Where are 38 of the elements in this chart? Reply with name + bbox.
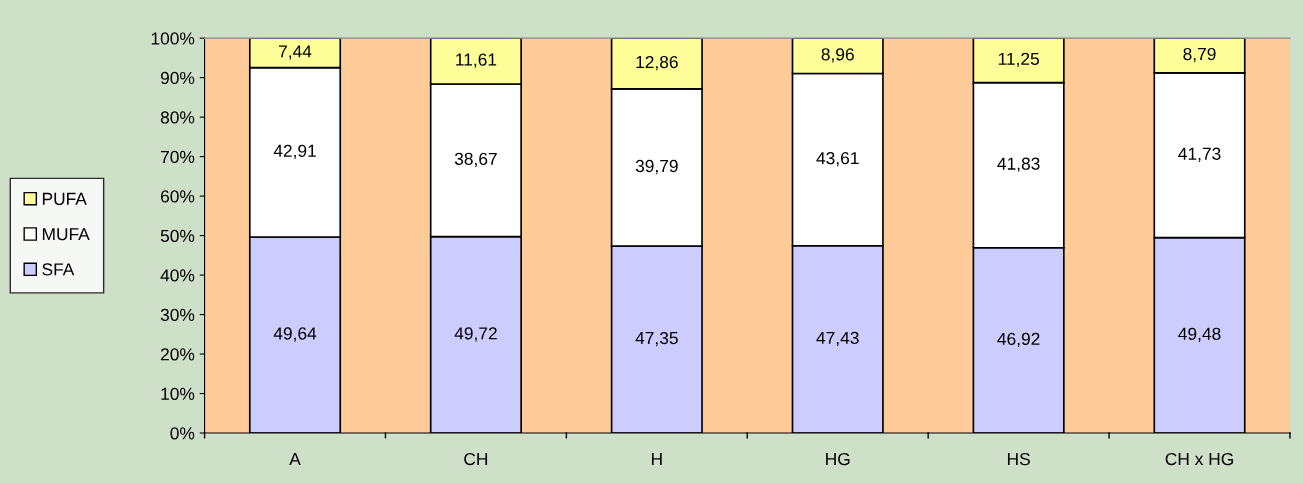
data-label: 49,72 — [454, 327, 497, 342]
data-label: 8,79 — [1183, 47, 1216, 63]
y-tick-label: 100% — [151, 32, 195, 45]
data-label: 7,44 — [279, 45, 312, 60]
data-label: 41,73 — [1178, 147, 1221, 162]
y-tick-label: 70% — [160, 150, 195, 164]
y-tick-label: 40% — [160, 269, 195, 282]
data-label: 49,64 — [273, 327, 317, 342]
x-tick-label: H — [651, 453, 662, 466]
data-label: 49,48 — [1178, 327, 1221, 343]
y-tick-label: 0% — [170, 427, 195, 440]
x-tick-label: CH — [464, 452, 488, 466]
y-tick-label: 60% — [160, 190, 195, 203]
x-tick-label: A — [289, 453, 301, 466]
data-label: 42,91 — [273, 144, 316, 159]
data-label: 12,86 — [636, 55, 678, 71]
y-tick-label: 90% — [160, 71, 195, 85]
y-tick-label: 10% — [161, 387, 195, 400]
data-label: 47,35 — [635, 331, 678, 347]
y-tick-label: 50% — [160, 229, 195, 243]
data-label: 11,61 — [456, 53, 497, 68]
data-label: 38,67 — [454, 152, 497, 168]
x-tick-label: HG — [826, 452, 850, 466]
data-label: 39,79 — [635, 159, 678, 175]
data-label: 41,83 — [997, 157, 1040, 172]
data-label: 47,43 — [816, 331, 859, 347]
data-label: 46,92 — [997, 332, 1040, 348]
legend-label: PUFA — [42, 192, 87, 205]
y-tick-label: 20% — [160, 348, 195, 361]
legend-label: SFA — [42, 263, 75, 276]
y-tick-label: 30% — [160, 308, 195, 322]
legend-label: MUFA — [42, 228, 90, 241]
x-tick-label: CH x HG — [1165, 452, 1233, 466]
data-label: 43,61 — [816, 152, 859, 167]
y-tick-label: 80% — [160, 111, 195, 124]
data-label: 11,25 — [998, 52, 1039, 68]
x-tick-label: HS — [1007, 452, 1030, 466]
data-label: 8,96 — [821, 48, 854, 63]
